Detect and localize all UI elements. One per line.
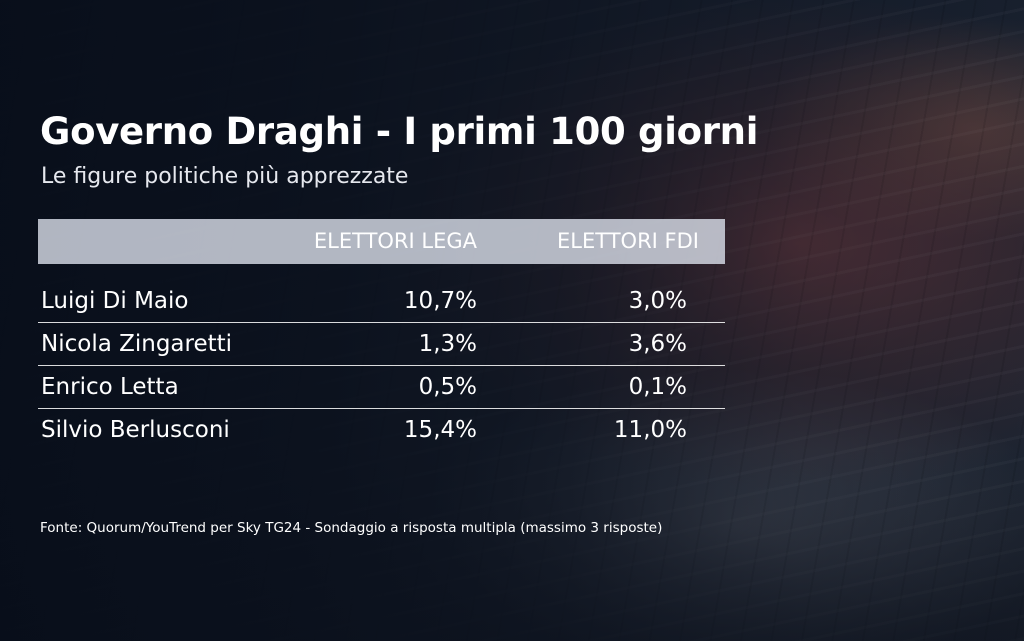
row-label: Silvio Berlusconi [41,417,230,443]
value-lega: 0,5% [418,374,477,400]
value-fdi: 3,0% [628,288,687,314]
value-fdi: 3,6% [628,331,687,357]
column-header-lega: ELETTORI LEGA [313,229,477,253]
column-header-fdi: ELETTORI FDI [557,229,699,253]
table-header-row: ELETTORI LEGA ELETTORI FDI [38,219,725,264]
chart-subtitle: Le figure politiche più apprezzate [41,164,409,189]
value-lega: 10,7% [403,288,477,314]
row-label: Enrico Letta [41,374,179,400]
row-label: Luigi Di Maio [41,288,189,314]
value-fdi: 11,0% [613,417,687,443]
value-lega: 1,3% [418,331,477,357]
source-note: Fonte: Quorum/YouTrend per Sky TG24 - So… [40,520,663,536]
results-table: ELETTORI LEGA ELETTORI FDI Luigi Di Maio… [38,219,725,451]
value-lega: 15,4% [403,417,477,443]
table-row: Enrico Letta 0,5% 0,1% [38,366,725,409]
table-row: Luigi Di Maio 10,7% 3,0% [38,280,725,323]
chart-title: Governo Draghi - I primi 100 giorni [40,110,759,153]
row-label: Nicola Zingaretti [41,331,233,357]
table-row: Nicola Zingaretti 1,3% 3,6% [38,323,725,366]
table-row: Silvio Berlusconi 15,4% 11,0% [38,409,725,451]
value-fdi: 0,1% [628,374,687,400]
